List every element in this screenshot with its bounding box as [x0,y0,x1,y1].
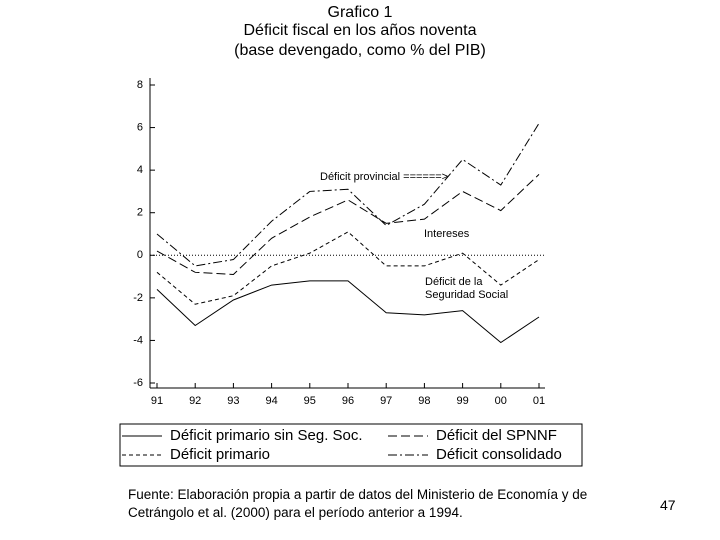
legend-label: Déficit del SPNNF [436,427,557,444]
series-line [156,174,540,275]
chart-title: Grafico 1 [327,4,393,21]
y-tick-label: 4 [137,164,143,176]
x-tick-label: 94 [265,395,277,407]
y-tick-label: -4 [133,334,143,346]
x-tick-label: 91 [151,395,163,407]
series-line [156,231,540,305]
y-tick-label: 8 [137,79,143,91]
source-note: Fuente: Elaboración propia a partir de d… [128,487,588,520]
legend-label: Déficit primario [170,446,270,463]
chart-subtitle-2: (base devengado, como % del PIB) [234,42,486,59]
x-tick-label: 93 [227,395,239,407]
x-tick-label: 98 [418,395,430,407]
legend-label: Déficit primario sin Seg. Soc. [170,427,363,444]
y-tick-label: 6 [137,121,143,133]
series-line [156,280,540,344]
x-tick-label: 96 [342,395,354,407]
x-tick-label: 92 [189,395,201,407]
x-tick-label: 01 [533,395,545,407]
x-tick-label: 95 [304,395,316,407]
y-tick-label: 2 [137,207,143,219]
chart-subtitle: Déficit fiscal en los años noventa [243,22,477,39]
x-tick-label: 97 [380,395,392,407]
page-number: 47 [660,497,676,513]
y-tick-label: 0 [137,249,143,261]
legend-label: Déficit consolidado [436,446,562,463]
y-tick-label: -2 [133,292,143,304]
y-tick-label: -6 [133,377,143,389]
series-line [156,123,540,267]
x-tick-label: 99 [456,395,468,407]
annotation: Déficit provincial ======> [320,171,449,183]
annotation: Déficit de la Seguridad Social [425,276,509,301]
x-tick-label: 00 [495,395,507,407]
annotation: Intereses [424,228,470,240]
